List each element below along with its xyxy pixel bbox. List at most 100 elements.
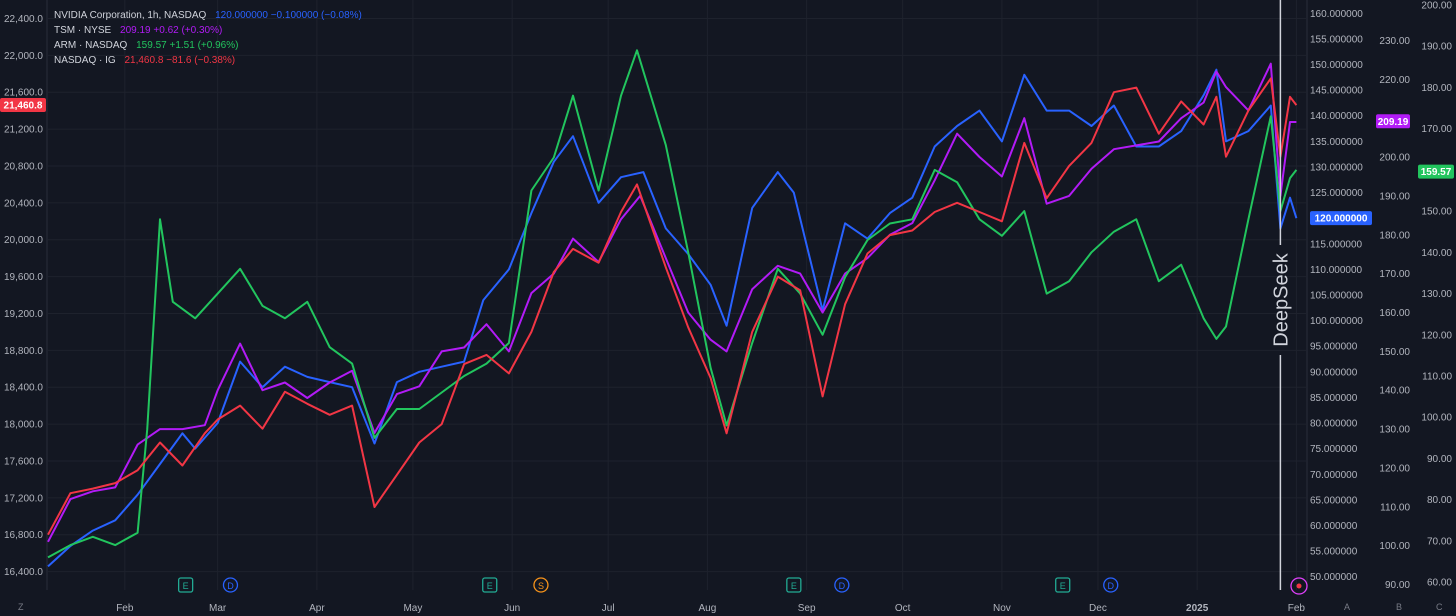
y-tick-label-arm: 110.00 xyxy=(1422,372,1452,383)
y-tick-label-arm: 140.00 xyxy=(1421,248,1452,259)
last-price-arm-label: 159.57 xyxy=(1421,167,1452,178)
legend-row-nasdaq[interactable]: NASDAQ · IG 21,460.8 −81.6 (−0.38%) xyxy=(54,53,362,68)
legend-row-nvda[interactable]: NVIDIA Corporation, 1h, NASDAQ 120.00000… xyxy=(54,8,362,23)
y-tick-label-nvda: 60.000000 xyxy=(1310,521,1358,532)
y-tick-label-nvda: 155.000000 xyxy=(1310,34,1363,45)
event-badge-letter: E xyxy=(487,581,493,591)
y-tick-label-nvda: 55.000000 xyxy=(1310,547,1358,558)
y-tick-label-nvda: 160.000000 xyxy=(1310,9,1363,20)
y-tick-label: 16,400.0 xyxy=(4,567,43,578)
split-icon xyxy=(533,577,549,593)
event-badge-e[interactable]: E xyxy=(482,577,498,593)
event-badge-d[interactable]: D xyxy=(222,577,239,593)
event-badge-letter: D xyxy=(227,581,234,591)
event-badge-e[interactable]: E xyxy=(786,577,802,593)
legend-price: 159.57 xyxy=(136,40,167,51)
event-badge-letter: E xyxy=(183,581,189,591)
axis-b-button[interactable]: B xyxy=(1396,602,1403,612)
y-tick-label-arm: 120.00 xyxy=(1421,330,1452,341)
timezone-button[interactable]: Z xyxy=(18,602,24,612)
news-icon-dot xyxy=(1296,583,1302,589)
y-tick-label-arm: 100.00 xyxy=(1421,413,1452,424)
series-line-tsm xyxy=(47,62,1297,543)
y-tick-label-nvda: 145.000000 xyxy=(1310,86,1363,97)
legend-symbol: NVIDIA Corporation, 1h, NASDAQ xyxy=(54,10,207,21)
last-price-tsm-badge xyxy=(1376,114,1410,129)
y-tick-label-tsm: 190.00 xyxy=(1379,191,1410,202)
y-tick-label-tsm: 220.00 xyxy=(1379,75,1410,86)
y-tick-label-arm: 180.00 xyxy=(1421,83,1452,94)
axis-a-button[interactable]: A xyxy=(1344,602,1351,612)
y-tick-label: 17,600.0 xyxy=(4,456,43,467)
last-price-nvda-label: 120.000000 xyxy=(1315,214,1368,225)
y-tick-label-tsm: 230.00 xyxy=(1379,36,1410,47)
event-badge-d[interactable]: D xyxy=(834,577,850,593)
legend-row-tsm[interactable]: TSM · NYSE 209.19 +0.62 (+0.30%) xyxy=(54,23,362,38)
y-tick-label-arm: 150.00 xyxy=(1421,207,1452,218)
y-tick-label-nvda: 105.000000 xyxy=(1310,291,1363,302)
y-tick-label-tsm: 100.00 xyxy=(1379,541,1410,552)
x-tick-label: Dec xyxy=(1089,603,1107,614)
event-badge-e[interactable]: E xyxy=(1055,577,1071,593)
legend-symbol: NASDAQ · IG xyxy=(54,55,116,66)
x-tick-label: Aug xyxy=(699,603,717,614)
last-price-nvda-badge xyxy=(1310,211,1372,226)
y-tick-label: 19,200.0 xyxy=(4,309,43,320)
y-tick-label-tsm: 140.00 xyxy=(1379,386,1410,397)
series-line-arm xyxy=(47,49,1298,559)
y-tick-label-arm: 90.00 xyxy=(1427,454,1452,465)
legend: NVIDIA Corporation, 1h, NASDAQ 120.00000… xyxy=(54,8,362,68)
y-tick-label: 20,800.0 xyxy=(4,161,43,172)
event-badge-e[interactable]: E xyxy=(177,577,194,593)
legend-price: 120.000000 xyxy=(215,10,268,21)
y-tick-label-arm: 70.00 xyxy=(1427,536,1452,547)
legend-change: +1.51 (+0.96%) xyxy=(169,40,239,51)
y-tick-label-nvda: 90.000000 xyxy=(1310,367,1358,378)
y-tick-label-nvda: 80.000000 xyxy=(1310,419,1358,430)
y-tick-label-tsm: 180.00 xyxy=(1379,230,1410,241)
legend-price: 209.19 xyxy=(120,25,151,36)
y-tick-label: 21,600.0 xyxy=(4,88,43,99)
legend-change: +0.62 (+0.30%) xyxy=(153,25,223,36)
y-tick-label-arm: 130.00 xyxy=(1421,289,1452,300)
y-tick-label-tsm: 150.00 xyxy=(1379,347,1410,358)
y-tick-label-tsm: 120.00 xyxy=(1379,463,1410,474)
y-tick-label-arm: 60.00 xyxy=(1427,578,1452,589)
x-tick-label: Feb xyxy=(1288,603,1306,614)
x-tick-label: Sep xyxy=(798,603,816,614)
y-tick-label-arm: 80.00 xyxy=(1427,495,1452,506)
dividend-icon xyxy=(1103,577,1119,593)
x-tick-label: Feb xyxy=(116,603,134,614)
y-tick-label: 20,000.0 xyxy=(4,235,43,246)
y-tick-label: 18,000.0 xyxy=(4,420,43,431)
y-tick-label-arm: 200.00 xyxy=(1421,0,1452,11)
x-tick-label: Jul xyxy=(602,603,615,614)
legend-change: −81.6 (−0.38%) xyxy=(166,55,236,66)
event-badge-letter: E xyxy=(791,581,797,591)
y-tick-label: 19,600.0 xyxy=(4,272,43,283)
legend-row-arm[interactable]: ARM · NASDAQ 159.57 +1.51 (+0.96%) xyxy=(54,38,362,53)
dividend-icon xyxy=(834,577,850,593)
time-axis: Feb Mar Apr May Jun Jul Aug Sep Oct Nov Dec 2025 Feb xyxy=(116,603,1305,614)
event-badge-d[interactable]: D xyxy=(1103,577,1119,593)
event-badge-s[interactable]: S xyxy=(533,577,549,593)
axis-c-button[interactable]: C xyxy=(1436,602,1443,612)
legend-price: 21,460.8 xyxy=(124,55,164,66)
earnings-icon xyxy=(786,577,802,593)
series-lines xyxy=(47,49,1298,568)
y-tick-label: 17,200.0 xyxy=(4,493,43,504)
y-tick-label-nvda: 100.000000 xyxy=(1310,316,1363,327)
dividend-icon xyxy=(222,577,239,593)
y-tick-label-nvda: 135.000000 xyxy=(1310,137,1363,148)
event-badge-letter: D xyxy=(1107,581,1114,591)
x-tick-label: Mar xyxy=(209,603,227,614)
y-tick-label-nvda: 65.000000 xyxy=(1310,495,1358,506)
y-tick-label-tsm: 110.00 xyxy=(1380,502,1410,513)
series-line-nasdaq xyxy=(47,77,1298,536)
y-tick-label-nvda: 85.000000 xyxy=(1310,393,1358,404)
y-tick-label-tsm: 170.00 xyxy=(1379,269,1410,280)
deepseek-event-marker: DeepSeek xyxy=(1270,0,1292,590)
x-tick-label: Jun xyxy=(504,603,520,614)
y-tick-label-tsm: 130.00 xyxy=(1379,425,1410,436)
